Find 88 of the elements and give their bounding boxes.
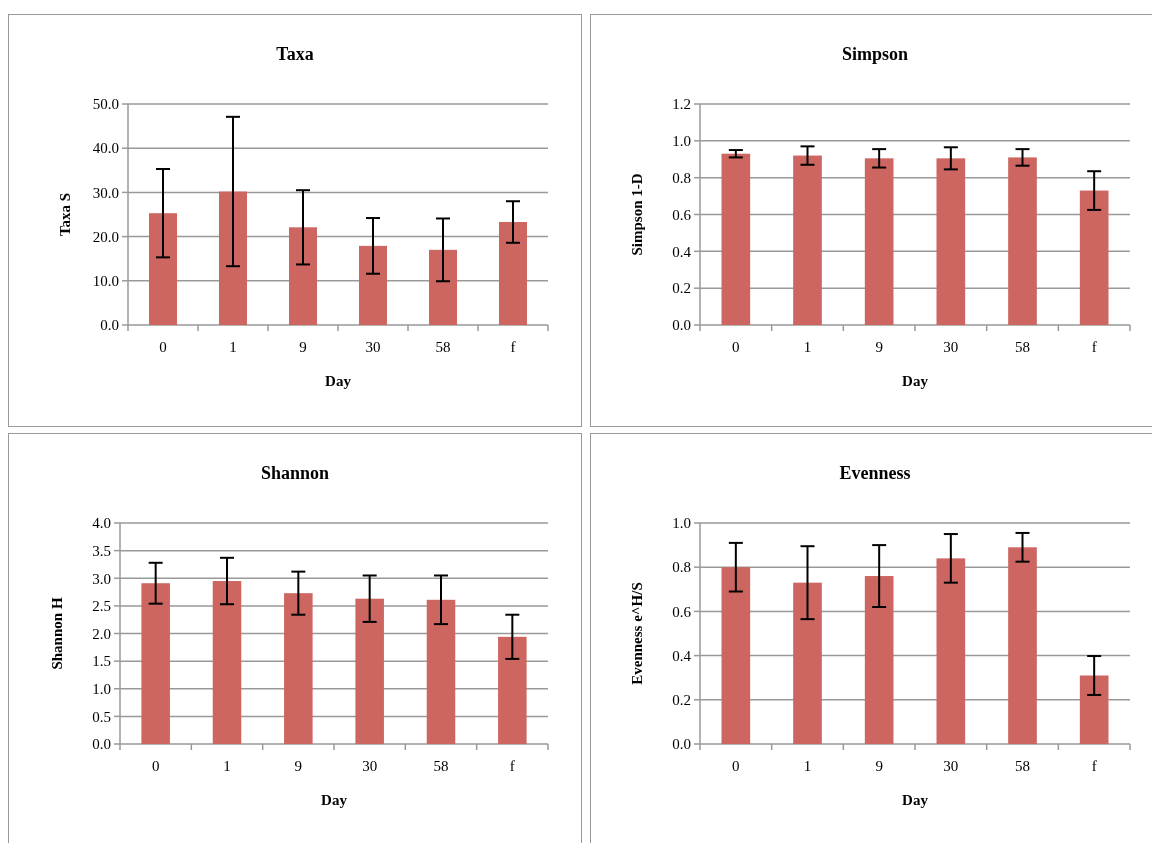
x-tick-label: 1 bbox=[803, 339, 812, 355]
bar bbox=[149, 213, 177, 325]
x-tick-label: 58 bbox=[433, 758, 449, 774]
x-tick-label: 9 bbox=[875, 339, 883, 355]
y-tick-label: 2.0 bbox=[92, 625, 111, 642]
bar bbox=[793, 582, 822, 744]
bar bbox=[864, 158, 894, 325]
x-tick-label: 9 bbox=[294, 758, 303, 774]
x-tick-label: 0 bbox=[151, 758, 160, 774]
y-axis-title: Evenness e^H/S bbox=[629, 582, 645, 685]
bar bbox=[219, 191, 247, 325]
x-tick-label: 0 bbox=[732, 339, 740, 355]
chart-title: Taxa bbox=[276, 44, 314, 64]
bar bbox=[499, 222, 527, 325]
x-tick-label: 1 bbox=[803, 758, 812, 774]
y-tick-label: 1.5 bbox=[92, 653, 111, 670]
bar bbox=[721, 567, 751, 744]
y-tick-label: 0.6 bbox=[672, 603, 692, 620]
y-tick-label: 0.8 bbox=[672, 559, 691, 576]
x-axis-title: Day bbox=[321, 792, 348, 808]
x-tick-label: 30 bbox=[365, 339, 381, 355]
y-tick-label: 0.8 bbox=[672, 169, 691, 186]
x-axis-title: Day bbox=[902, 792, 929, 808]
y-tick-label: 3.0 bbox=[92, 570, 111, 587]
bar bbox=[289, 227, 317, 325]
y-tick-label: 0.0 bbox=[100, 317, 119, 334]
y-tick-label: 0.2 bbox=[672, 692, 691, 709]
x-tick-label: 58 bbox=[1015, 339, 1030, 355]
bar bbox=[1008, 547, 1037, 744]
y-tick-label: 50.0 bbox=[92, 96, 119, 113]
x-tick-label: 0 bbox=[159, 339, 167, 355]
y-tick-label: 40.0 bbox=[92, 140, 119, 157]
y-tick-label: 30.0 bbox=[92, 184, 119, 201]
y-tick-label: 0.0 bbox=[672, 317, 691, 334]
x-axis-title: Day bbox=[902, 373, 929, 389]
x-tick-label: 30 bbox=[362, 758, 378, 774]
bar bbox=[355, 598, 384, 744]
bar bbox=[864, 576, 894, 744]
y-tick-label: 0.5 bbox=[92, 708, 111, 725]
x-tick-label: f bbox=[510, 339, 516, 355]
x-tick-label: 9 bbox=[875, 758, 883, 774]
x-tick-label: 9 bbox=[299, 339, 307, 355]
y-tick-label: 0.0 bbox=[672, 736, 691, 753]
y-tick-label: 4.0 bbox=[92, 515, 111, 532]
y-tick-label: 1.0 bbox=[672, 133, 691, 150]
x-tick-label: 30 bbox=[943, 339, 959, 355]
bar bbox=[721, 153, 751, 325]
bar bbox=[284, 593, 313, 744]
bar bbox=[793, 155, 822, 325]
y-axis-title: Simpson 1-D bbox=[629, 173, 645, 256]
y-tick-label: 0.0 bbox=[92, 736, 111, 753]
y-tick-label: 1.2 bbox=[672, 96, 691, 113]
y-tick-label: 1.0 bbox=[92, 681, 111, 697]
bar bbox=[936, 158, 966, 325]
y-tick-label: 0.6 bbox=[672, 206, 692, 223]
bar bbox=[426, 599, 456, 744]
x-axis-title: Day bbox=[325, 373, 352, 389]
x-tick-label: 58 bbox=[435, 339, 451, 355]
y-tick-label: 0.2 bbox=[672, 280, 691, 297]
bar bbox=[359, 245, 387, 325]
y-tick-label: 0.4 bbox=[672, 647, 692, 664]
chart-title: Evenness bbox=[839, 463, 911, 483]
bar bbox=[429, 249, 457, 325]
bar bbox=[141, 583, 170, 744]
bar bbox=[936, 558, 966, 744]
x-tick-label: f bbox=[1091, 758, 1097, 774]
y-tick-label: 0.4 bbox=[672, 243, 692, 260]
x-tick-label: 0 bbox=[732, 758, 740, 774]
x-tick-label: 58 bbox=[1015, 758, 1030, 774]
x-tick-label: 1 bbox=[223, 758, 231, 774]
x-tick-label: f bbox=[509, 758, 515, 774]
y-axis-title: Shannon H bbox=[49, 597, 65, 670]
bar bbox=[1079, 675, 1109, 744]
y-tick-label: 1.0 bbox=[672, 515, 691, 532]
x-tick-label: f bbox=[1091, 339, 1097, 355]
bar bbox=[1079, 190, 1109, 325]
bar bbox=[212, 581, 242, 744]
bar bbox=[1008, 157, 1037, 325]
x-tick-label: 30 bbox=[943, 758, 959, 774]
y-tick-label: 20.0 bbox=[92, 228, 119, 245]
y-tick-label: 3.5 bbox=[92, 542, 111, 559]
y-tick-label: 10.0 bbox=[92, 273, 119, 290]
y-axis-title: Taxa S bbox=[57, 192, 73, 237]
chart-title: Simpson bbox=[841, 44, 909, 64]
x-tick-label: 1 bbox=[229, 339, 237, 355]
chart-title: Shannon bbox=[260, 463, 330, 483]
y-tick-label: 2.5 bbox=[92, 598, 111, 615]
bar bbox=[498, 636, 527, 744]
